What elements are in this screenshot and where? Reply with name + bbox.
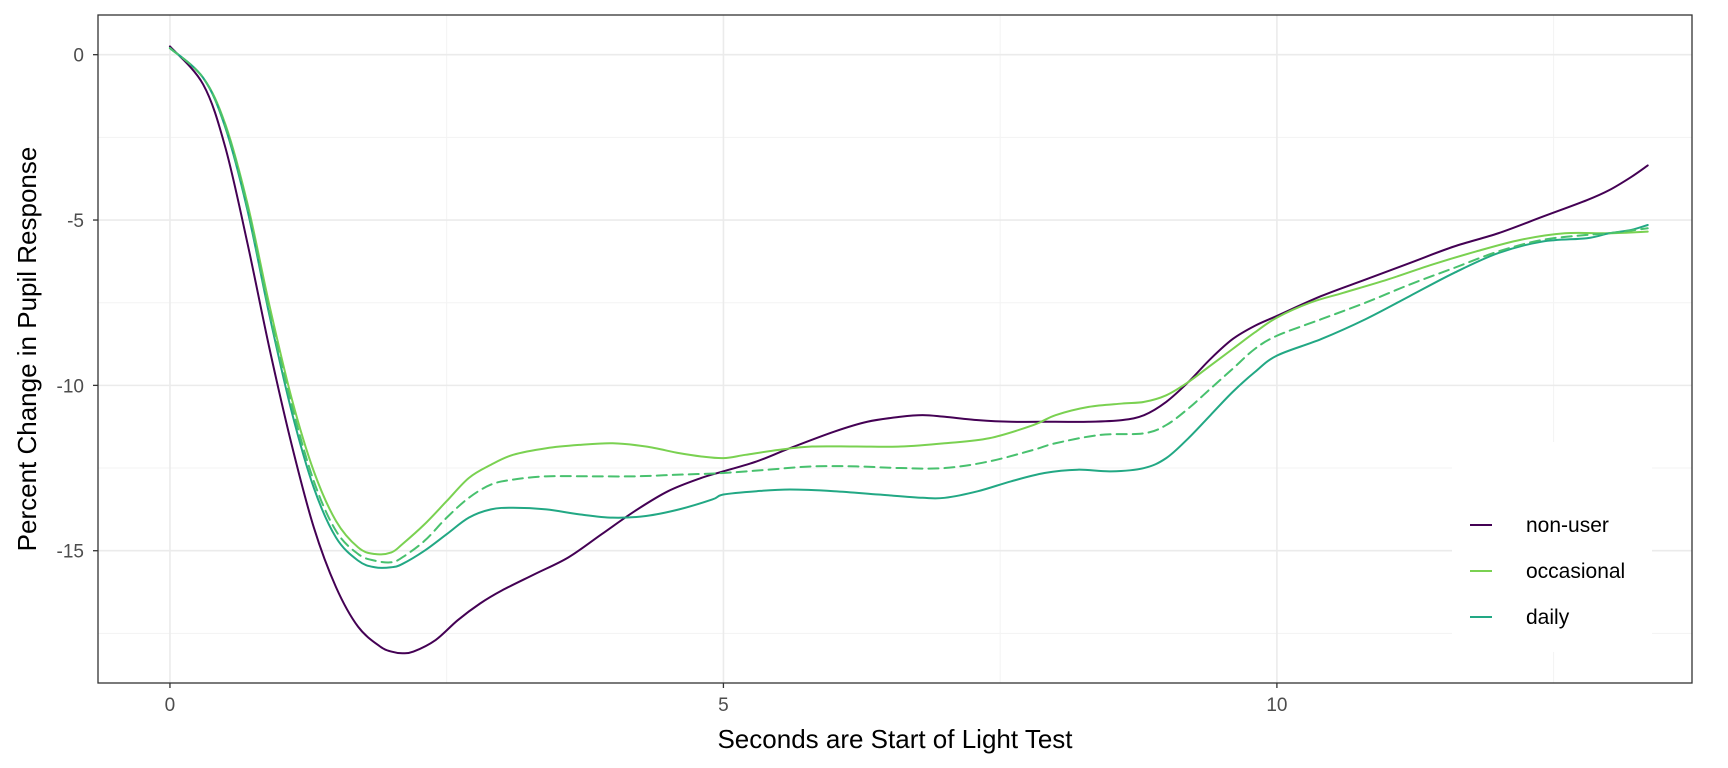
x-tick-label: 0 (165, 695, 176, 716)
x-axis-ticks: 0 5 10 (165, 683, 1287, 716)
legend-label-non-user: non-user (1526, 514, 1609, 537)
x-axis-title: Seconds are Start of Light Test (717, 724, 1073, 754)
series-line-dashed (168, 47, 1649, 564)
series-line-daily (168, 47, 1649, 569)
y-axis-ticks: 0 -5 -10 -15 (57, 46, 98, 563)
series-lines (168, 45, 1649, 655)
y-axis-title: Percent Change in Pupil Response (12, 147, 42, 552)
y-tick-label: -5 (67, 211, 84, 232)
legend-label-daily: daily (1526, 606, 1570, 629)
x-tick-label: 5 (718, 695, 729, 716)
y-tick-label: -10 (57, 376, 84, 397)
y-tick-label: -15 (57, 542, 84, 563)
x-tick-label: 10 (1266, 695, 1287, 716)
legend-label-occasional: occasional (1526, 560, 1625, 583)
plot-panel-border (97, 14, 1693, 684)
series-line-non-user (168, 45, 1649, 655)
y-tick-label: 0 (73, 46, 84, 67)
series-line-occasional (168, 47, 1649, 556)
legend: non-user occasional daily (1452, 442, 1652, 652)
